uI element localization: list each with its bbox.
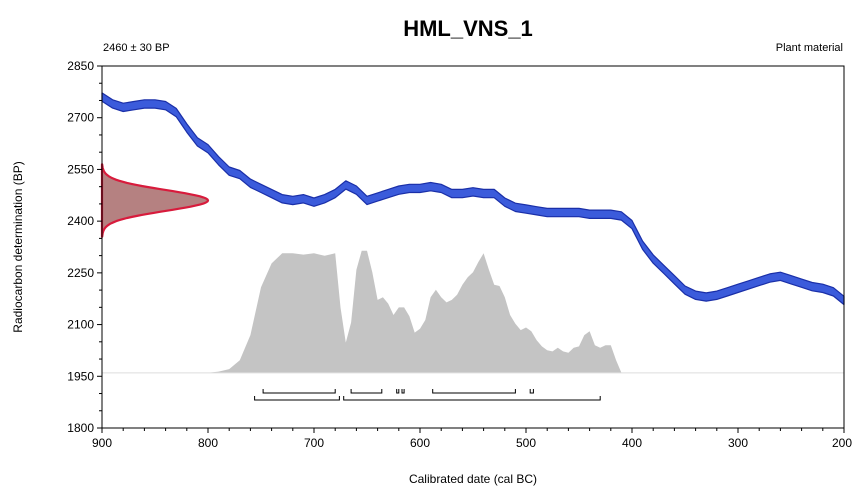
x-axis-label: Calibrated date (cal BC) [409, 472, 537, 486]
x-tick-label: 800 [198, 436, 218, 450]
plot-area [100, 92, 845, 401]
y-tick-label: 1950 [67, 369, 94, 383]
posterior-area [208, 250, 632, 373]
measurement-label: 2460 ± 30 BP [103, 42, 170, 54]
x-tick-label: 400 [622, 436, 642, 450]
chart-title: HML_VNS_1 [403, 16, 533, 41]
y-tick-label: 2400 [67, 214, 94, 228]
x-tick-label: 600 [410, 436, 430, 450]
plot-frame [101, 65, 845, 429]
range-2sigma [254, 396, 340, 401]
measurement-distribution [100, 163, 210, 238]
y-tick-label: 2700 [67, 111, 94, 125]
material-label: Plant material [776, 42, 843, 54]
x-tick-label: 900 [92, 436, 112, 450]
range-1sigma [396, 389, 400, 394]
range-1sigma [350, 389, 383, 394]
x-axis: 900 800 700 600 500 400 300 200 [92, 428, 852, 450]
y-tick-label: 2550 [67, 162, 94, 176]
range-1sigma [262, 389, 336, 394]
x-tick-label: 300 [728, 436, 748, 450]
y-tick-label: 1800 [67, 421, 94, 435]
y-tick-label: 2250 [67, 266, 94, 280]
x-tick-label: 700 [304, 436, 324, 450]
y-axis: 1800 1950 2100 2250 2400 2550 2700 2850 [67, 59, 102, 435]
range-1sigma [529, 389, 534, 394]
x-tick-label: 500 [516, 436, 536, 450]
range-1sigma [432, 389, 516, 394]
y-tick-label: 2850 [67, 59, 94, 73]
range-2sigma [343, 396, 601, 401]
range-1sigma [401, 389, 405, 394]
y-tick-label: 2100 [67, 318, 94, 332]
y-axis-label: Radiocarbon determination (BP) [11, 161, 25, 332]
x-tick-label: 200 [832, 436, 852, 450]
